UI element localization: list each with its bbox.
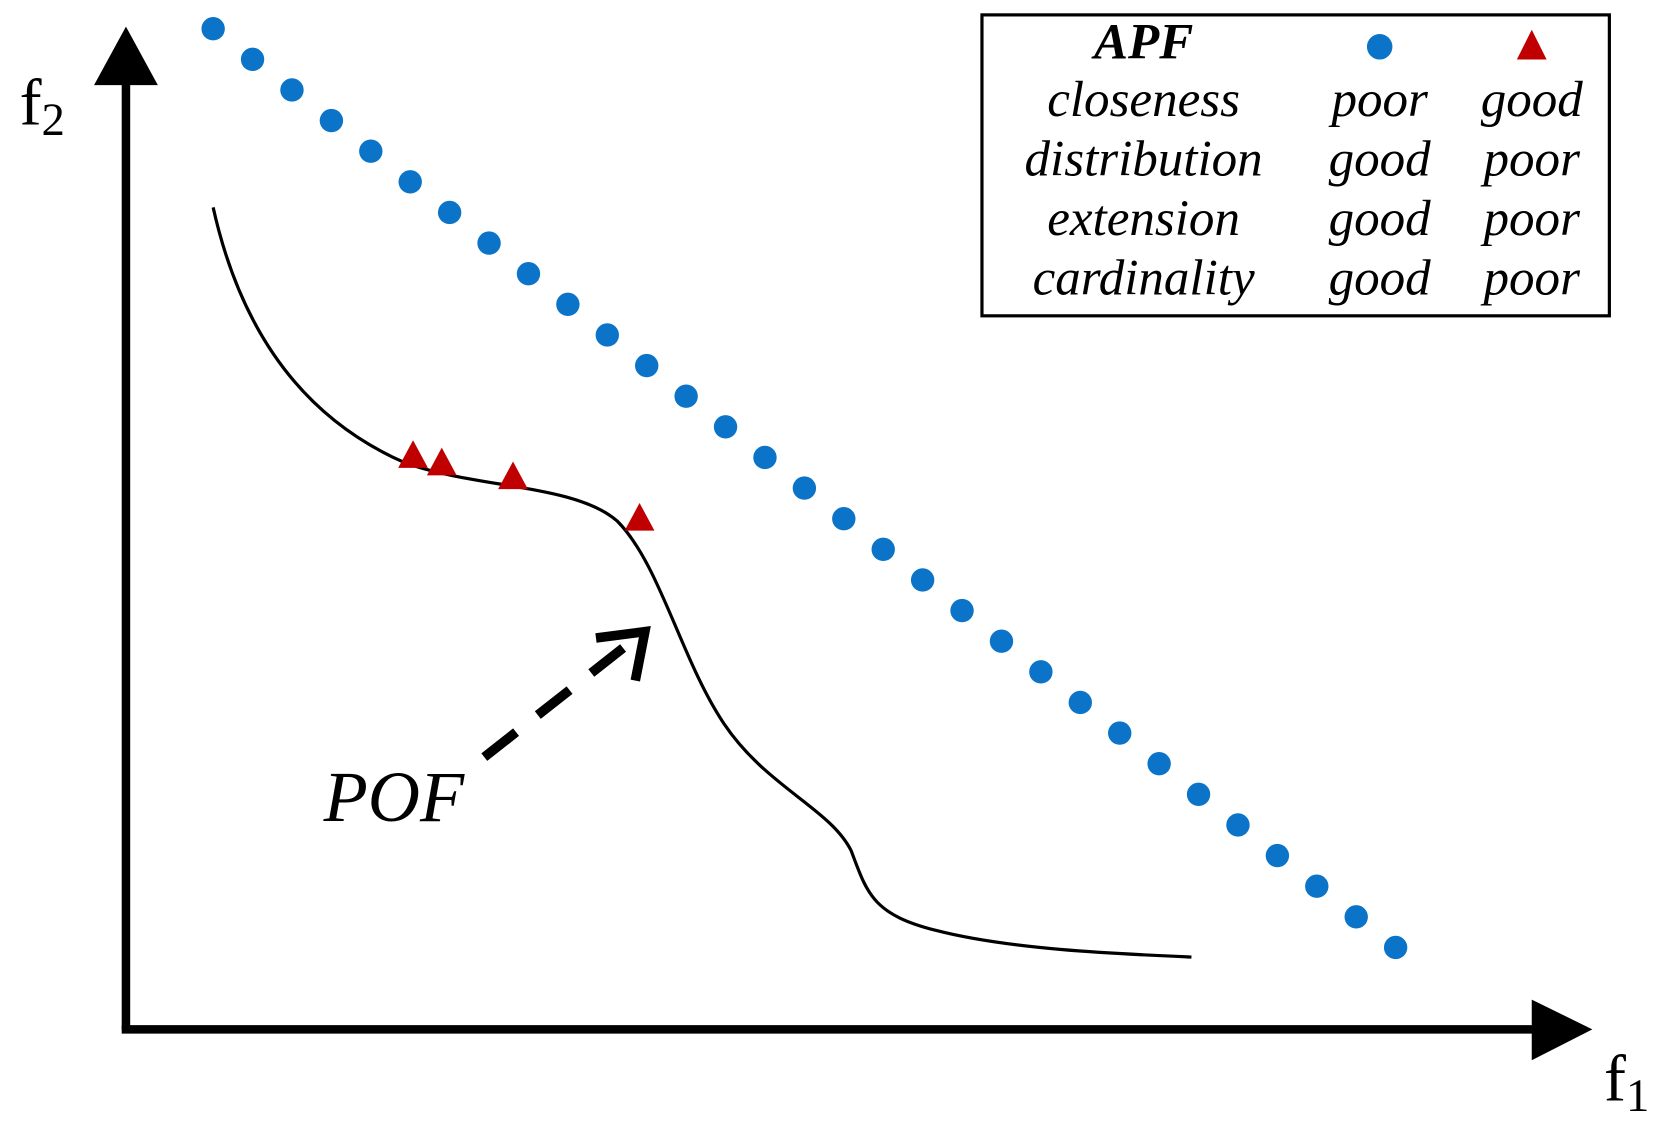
y-label-sub: 2 bbox=[42, 94, 65, 146]
dot-point bbox=[1305, 874, 1329, 898]
legend-good-points-rating: poor bbox=[1481, 131, 1582, 187]
legend-good-points-rating: poor bbox=[1481, 251, 1582, 307]
apf-poor-points bbox=[201, 17, 1408, 960]
triangle-point bbox=[498, 461, 528, 490]
dot-point bbox=[1383, 935, 1408, 960]
y-axis-arrow bbox=[94, 26, 158, 86]
apf-good-points bbox=[398, 440, 655, 531]
dot-point bbox=[359, 139, 383, 163]
pof-label: POF bbox=[323, 757, 465, 837]
dot-point bbox=[832, 507, 856, 531]
dot-point bbox=[713, 415, 738, 439]
dot-point bbox=[1068, 690, 1092, 715]
pof-pointer-head bbox=[595, 626, 651, 682]
dot-point bbox=[1147, 752, 1171, 776]
triangle-point bbox=[398, 440, 428, 468]
dot-point bbox=[516, 262, 541, 286]
dot-point bbox=[674, 384, 698, 408]
legend-criterion: extension bbox=[1047, 191, 1240, 247]
legend-dot bbox=[1366, 34, 1393, 60]
dot-point bbox=[1186, 782, 1211, 807]
dot-point bbox=[437, 200, 462, 225]
dot-point bbox=[910, 568, 935, 592]
dot-point bbox=[1226, 813, 1250, 837]
dot-point bbox=[1265, 843, 1290, 868]
pof-pointer bbox=[481, 632, 642, 761]
legend-good-points-rating: good bbox=[1481, 72, 1584, 128]
triangle-point bbox=[426, 447, 457, 476]
dot-point bbox=[792, 476, 817, 500]
dot-point bbox=[753, 445, 777, 470]
y-label-base: f bbox=[20, 66, 42, 139]
dot-point bbox=[201, 17, 225, 41]
legend-criterion: distribution bbox=[1025, 131, 1263, 187]
legend-box bbox=[980, 13, 1611, 318]
dot-point bbox=[1108, 721, 1132, 745]
triangle-point bbox=[624, 502, 655, 531]
legend-poor-points-rating: good bbox=[1329, 131, 1432, 187]
dot-point bbox=[280, 78, 304, 102]
dot-point bbox=[1029, 660, 1053, 684]
legend-poor-points-rating: good bbox=[1329, 251, 1432, 307]
dot-point bbox=[595, 323, 619, 347]
dot-point bbox=[635, 353, 659, 378]
dot-point bbox=[556, 292, 580, 317]
dot-point bbox=[319, 108, 344, 133]
legend-header: APF bbox=[1091, 15, 1193, 71]
legend-poor-points-rating: good bbox=[1329, 191, 1432, 247]
dot-point bbox=[989, 629, 1014, 653]
dot-point bbox=[950, 598, 974, 623]
legend-poor-points-rating: poor bbox=[1328, 72, 1429, 128]
dot-point bbox=[1344, 905, 1368, 929]
dot-point bbox=[871, 537, 895, 562]
pof-curve bbox=[211, 207, 1192, 959]
legend-criterion: closeness bbox=[1047, 72, 1240, 128]
x-axis-label: f1 bbox=[1604, 1043, 1649, 1123]
x-label-base: f bbox=[1604, 1043, 1626, 1116]
legend-good-points-rating: poor bbox=[1481, 191, 1582, 247]
dot-point bbox=[240, 47, 265, 72]
dot-point bbox=[477, 231, 501, 255]
dot-point bbox=[398, 170, 422, 194]
legend-triangle bbox=[1516, 29, 1547, 60]
legend-criterion: cardinality bbox=[1033, 251, 1255, 307]
x-label-sub: 1 bbox=[1626, 1070, 1649, 1122]
y-axis-label: f2 bbox=[20, 66, 65, 146]
x-axis-arrow bbox=[1531, 999, 1593, 1061]
